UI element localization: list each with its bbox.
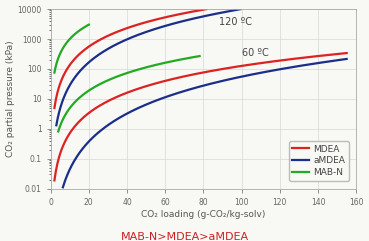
- Line: MDEA: MDEA: [55, 9, 207, 108]
- aMDEA: [148, 29, 152, 32]
- MAB-N: [54, 65, 58, 67]
- Text: 60 ºC: 60 ºC: [242, 47, 268, 58]
- MAB-N: [59, 51, 63, 54]
- MDEA: [52, 107, 57, 109]
- aMDEA: [54, 124, 59, 127]
- Text: 120 ºC: 120 ºC: [219, 17, 252, 27]
- MDEA: [85, 47, 89, 50]
- MAB-N: [87, 23, 91, 26]
- Line: aMDEA: aMDEA: [56, 9, 241, 125]
- MDEA: [157, 17, 161, 20]
- MDEA: [106, 34, 111, 37]
- MAB-N: [61, 46, 66, 48]
- MAB-N: [54, 62, 59, 65]
- aMDEA: [124, 38, 128, 41]
- MDEA: [161, 16, 165, 19]
- MAB-N: [85, 24, 89, 27]
- MDEA: [56, 86, 61, 89]
- aMDEA: [118, 41, 123, 44]
- aMDEA: [101, 50, 106, 53]
- MDEA: [204, 8, 209, 11]
- Y-axis label: CO₂ partial pressure (kPa): CO₂ partial pressure (kPa): [6, 40, 14, 157]
- MAB-N: [52, 71, 57, 74]
- aMDEA: [238, 8, 243, 11]
- aMDEA: [178, 20, 182, 23]
- X-axis label: CO₂ loading (g-CO₂/kg-solv): CO₂ loading (g-CO₂/kg-solv): [141, 210, 266, 219]
- Line: MAB-N: MAB-N: [55, 25, 89, 73]
- Text: MAB-N>MDEA>aMDEA: MAB-N>MDEA>aMDEA: [120, 232, 249, 241]
- Legend: MDEA, aMDEA, MAB-N: MDEA, aMDEA, MAB-N: [289, 141, 349, 181]
- MDEA: [176, 13, 180, 16]
- MAB-N: [84, 25, 88, 28]
- aMDEA: [131, 35, 135, 38]
